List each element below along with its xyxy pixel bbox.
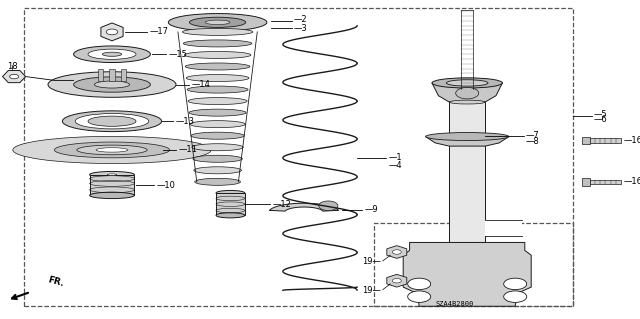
Polygon shape xyxy=(582,178,590,186)
Polygon shape xyxy=(216,193,245,215)
Ellipse shape xyxy=(187,86,248,93)
Circle shape xyxy=(106,29,118,35)
Ellipse shape xyxy=(108,174,116,175)
Ellipse shape xyxy=(189,109,246,116)
Ellipse shape xyxy=(193,155,243,162)
Text: 19—: 19— xyxy=(362,257,381,266)
Text: —13: —13 xyxy=(175,117,195,126)
Text: —17: —17 xyxy=(150,27,169,36)
Text: —12: —12 xyxy=(273,200,292,209)
Text: —5: —5 xyxy=(593,110,607,119)
Ellipse shape xyxy=(195,178,241,185)
Ellipse shape xyxy=(192,144,243,151)
Ellipse shape xyxy=(186,75,249,82)
Ellipse shape xyxy=(13,136,211,164)
Ellipse shape xyxy=(88,116,136,126)
Text: —9: —9 xyxy=(364,205,378,214)
Polygon shape xyxy=(432,83,502,102)
Ellipse shape xyxy=(184,51,251,58)
Text: —11: —11 xyxy=(179,145,197,154)
Ellipse shape xyxy=(190,121,245,128)
Ellipse shape xyxy=(54,142,170,158)
Text: —1: —1 xyxy=(388,153,402,162)
Ellipse shape xyxy=(426,133,509,140)
Circle shape xyxy=(10,74,19,79)
Circle shape xyxy=(504,291,527,302)
Ellipse shape xyxy=(432,78,502,88)
Ellipse shape xyxy=(96,148,128,152)
Text: —6: —6 xyxy=(593,115,607,124)
Ellipse shape xyxy=(449,100,485,104)
Text: 18: 18 xyxy=(7,63,17,71)
Ellipse shape xyxy=(90,192,134,198)
Text: —15: —15 xyxy=(169,50,188,59)
Ellipse shape xyxy=(188,98,247,105)
Circle shape xyxy=(319,201,338,211)
Ellipse shape xyxy=(447,80,488,86)
Ellipse shape xyxy=(102,52,122,56)
Circle shape xyxy=(392,278,401,283)
Ellipse shape xyxy=(189,17,246,27)
Circle shape xyxy=(456,87,479,99)
Circle shape xyxy=(504,278,527,290)
Ellipse shape xyxy=(90,172,134,178)
Ellipse shape xyxy=(74,46,150,63)
Ellipse shape xyxy=(216,190,244,196)
Polygon shape xyxy=(590,138,621,143)
Text: —3: —3 xyxy=(294,24,307,33)
Circle shape xyxy=(392,250,401,254)
Ellipse shape xyxy=(63,111,161,132)
Text: FR.: FR. xyxy=(47,275,65,288)
Ellipse shape xyxy=(77,145,147,155)
Ellipse shape xyxy=(194,167,241,174)
FancyBboxPatch shape xyxy=(98,69,103,81)
Circle shape xyxy=(408,278,431,290)
Text: —7: —7 xyxy=(526,131,540,140)
Polygon shape xyxy=(101,23,123,41)
Ellipse shape xyxy=(216,213,244,218)
Polygon shape xyxy=(590,180,621,184)
Text: —16: —16 xyxy=(623,177,640,186)
Ellipse shape xyxy=(182,28,253,35)
Ellipse shape xyxy=(183,40,252,47)
Ellipse shape xyxy=(191,132,244,139)
Text: —8: —8 xyxy=(526,137,540,146)
Ellipse shape xyxy=(74,77,150,92)
Text: —16: —16 xyxy=(623,136,640,145)
Circle shape xyxy=(408,291,431,302)
Polygon shape xyxy=(426,137,509,146)
Polygon shape xyxy=(403,242,531,306)
Polygon shape xyxy=(449,102,485,242)
Polygon shape xyxy=(485,220,522,236)
Ellipse shape xyxy=(95,81,129,88)
Polygon shape xyxy=(3,70,26,83)
Ellipse shape xyxy=(48,72,176,97)
Polygon shape xyxy=(269,203,339,211)
Ellipse shape xyxy=(168,14,267,31)
Polygon shape xyxy=(387,274,407,287)
Ellipse shape xyxy=(185,63,250,70)
Text: —10: —10 xyxy=(156,181,175,189)
FancyBboxPatch shape xyxy=(121,69,126,81)
Text: 19—: 19— xyxy=(362,286,381,295)
Ellipse shape xyxy=(205,20,230,25)
Ellipse shape xyxy=(88,49,136,59)
Text: —14: —14 xyxy=(191,80,210,89)
Polygon shape xyxy=(90,175,134,195)
Polygon shape xyxy=(582,137,590,144)
Text: —4: —4 xyxy=(388,161,402,170)
Text: —2: —2 xyxy=(294,15,307,24)
Polygon shape xyxy=(387,246,407,258)
Text: SZA4B2800: SZA4B2800 xyxy=(435,301,474,307)
FancyBboxPatch shape xyxy=(109,69,115,81)
Ellipse shape xyxy=(76,114,149,129)
